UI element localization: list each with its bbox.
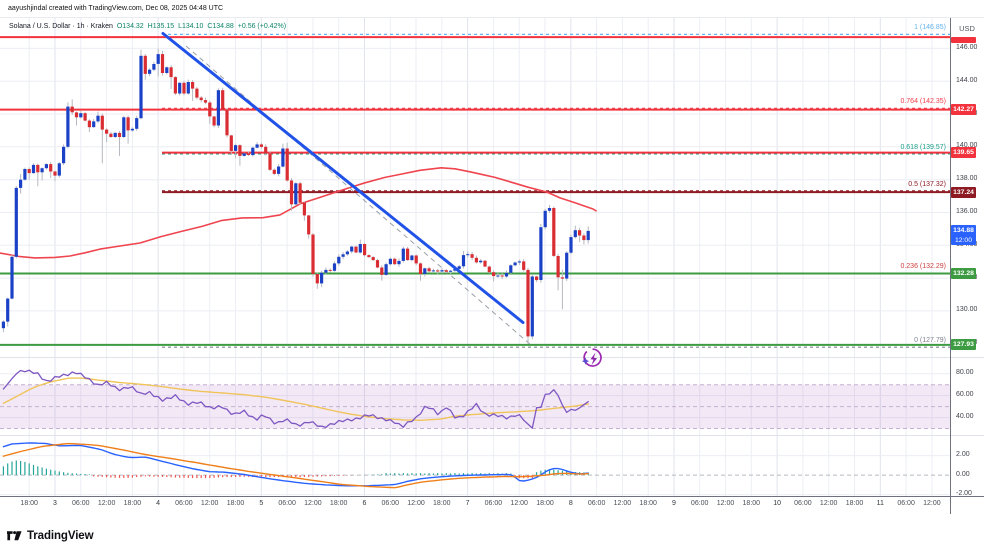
- rsi-axis-label: 80.00: [956, 369, 974, 377]
- time-axis-label: 06:00: [587, 500, 606, 507]
- legend-high: H135.15: [147, 23, 175, 30]
- price-axis-label: 144.00: [956, 76, 978, 84]
- time-axis-label: 06:00: [690, 500, 709, 507]
- pane-separators: [0, 357, 984, 436]
- fib-label-0.618: 0.618 (139.57): [900, 143, 946, 151]
- price-badge-134.88: 134.88 12:00: [951, 225, 976, 246]
- time-axis-label: 18:00: [123, 500, 142, 507]
- macd-signal-line: [2, 442, 589, 489]
- time-axis-label: 7: [465, 500, 470, 507]
- time-axis-label: 12:00: [819, 500, 838, 507]
- tradingview-logo-icon: [7, 530, 22, 540]
- legend-close: C134.88: [207, 23, 234, 30]
- fib-label-0.236: 0.236 (132.29): [900, 263, 946, 271]
- time-axis-label: 12:00: [304, 500, 322, 507]
- time-axis-label: 06:00: [278, 500, 296, 507]
- time-axis-label: 12:00: [407, 500, 425, 507]
- symbol-title[interactable]: Solana / U.S. Dollar · 1h · Kraken: [9, 23, 113, 30]
- time-axis-label: 18:00: [433, 500, 451, 507]
- rsi-line: [2, 369, 589, 429]
- macd-axis-label: 0.00: [956, 470, 970, 478]
- time-axis-label: 18:00: [226, 500, 245, 507]
- time-axis-label: 06:00: [484, 500, 503, 507]
- fib-label-0.764: 0.764 (142.35): [900, 98, 946, 106]
- horizontal-lines: [0, 36, 951, 346]
- fib-label-0: 0 (127.79): [914, 337, 946, 345]
- chart-legend[interactable]: Solana / U.S. Dollar · 1h · Kraken O134.…: [9, 23, 288, 30]
- dashed-trendline: [185, 45, 532, 346]
- time-axis-label: 10: [773, 500, 781, 507]
- rsi-band: [0, 384, 951, 429]
- time-axis-label: 18:00: [742, 500, 761, 507]
- rsi-axis-label: 60.00: [956, 391, 974, 399]
- time-axis-label: 06:00: [72, 500, 90, 507]
- time-axis-label: 12:00: [97, 500, 116, 507]
- price-badge-142.27: 142.27: [951, 104, 976, 116]
- price-axis-label: 130.00: [956, 306, 978, 314]
- rsi-ma-line: [2, 377, 589, 421]
- flash-idea-icon[interactable]: [580, 346, 606, 370]
- horizontal-gridlines: [0, 47, 951, 496]
- time-axis-label: 12:00: [510, 500, 528, 507]
- attribution-bar: aayushjindal created with TradingView.co…: [0, 0, 984, 18]
- time-axis-label: 06:00: [897, 500, 915, 507]
- time-axis-label: 3: [53, 500, 57, 507]
- time-axis-label: 12:00: [923, 500, 941, 507]
- price-badge-127.93: 127.93: [951, 339, 976, 351]
- price-badge-139.65: 139.65: [951, 147, 976, 159]
- axis-borders: [0, 17, 984, 514]
- time-axis-label: 5: [259, 500, 264, 507]
- tradingview-logo[interactable]: TradingView: [7, 529, 94, 542]
- time-axis-label: 18:00: [329, 500, 348, 507]
- time-axis-label: 18:00: [845, 500, 864, 507]
- macd-axis-label: -2.00: [956, 490, 972, 498]
- time-axis-label: 18:00: [639, 500, 657, 507]
- rsi-axis-label: 40.00: [956, 413, 974, 421]
- legend-open: O134.32: [116, 23, 144, 30]
- time-axis-label: 06:00: [381, 500, 400, 507]
- time-axis-label: 8: [568, 500, 573, 507]
- time-axis-label: 9: [672, 500, 676, 507]
- attribution-text: aayushjindal created with TradingView.co…: [8, 5, 224, 12]
- time-axis-label: 12:00: [200, 500, 219, 507]
- fib-label-1: 1 (146.85): [914, 24, 946, 32]
- price-badge-132.28: 132.28: [951, 268, 976, 280]
- fib-label-0.5: 0.5 (137.32): [908, 180, 946, 188]
- price-badge-137.24: 137.24: [951, 186, 976, 198]
- macd-line: [2, 442, 589, 487]
- tradingview-logo-text: TradingView: [27, 529, 94, 542]
- badge-countdown: 12:00: [954, 236, 972, 244]
- price-axis-label: 140.00: [956, 142, 978, 150]
- time-axis-label: 12:00: [613, 500, 632, 507]
- candle-bodies: [1, 54, 590, 337]
- time-axis-label: 11: [876, 500, 884, 507]
- ma-line: [0, 167, 597, 259]
- price-badge-146.69: [951, 36, 976, 43]
- time-axis-label: 12:00: [716, 500, 735, 507]
- time-axis-label: 4: [156, 500, 161, 507]
- price-axis-label: 146.00: [956, 43, 978, 51]
- macd-axis-label: 2.00: [956, 451, 970, 459]
- time-axis-label: 18:00: [536, 500, 554, 507]
- trendline: [161, 32, 525, 324]
- time-axis-label: 6: [362, 500, 367, 507]
- time-axis-label: 06:00: [175, 500, 193, 507]
- time-axis-label: 06:00: [794, 500, 812, 507]
- legend-change: +0.56 (+0.42%): [237, 23, 287, 30]
- legend-low: L134.10: [178, 23, 204, 30]
- time-axis-label: 18:00: [20, 500, 38, 507]
- currency-label: USD: [951, 21, 983, 36]
- price-axis-label: 136.00: [956, 207, 978, 215]
- price-axis-label: 138.00: [956, 175, 978, 183]
